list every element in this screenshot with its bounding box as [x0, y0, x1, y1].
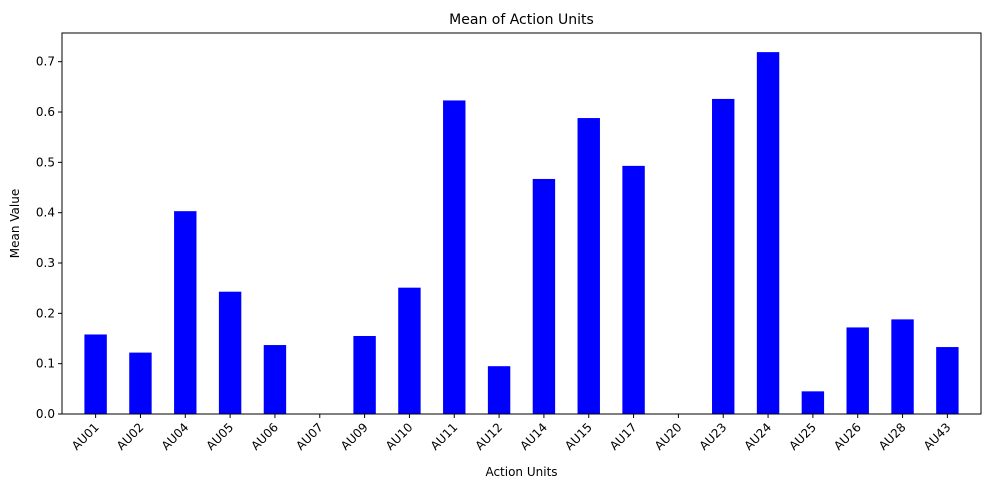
y-tick-label: 0.4 [36, 206, 55, 220]
x-tick-label: AU07 [293, 420, 326, 453]
bar-au26 [846, 327, 869, 414]
y-axis: 0.0 0.1 0.2 0.3 0.4 0.5 0.6 0.7 [36, 55, 62, 421]
bar-au15 [577, 118, 600, 414]
x-tick-label: AU26 [831, 420, 864, 453]
plot-frame [61, 32, 982, 415]
x-tick-label: AU25 [786, 420, 819, 453]
x-tick-label: AU24 [741, 420, 774, 453]
y-tick-label: 0.0 [36, 407, 55, 421]
y-tick-label: 0.2 [36, 306, 55, 320]
bar-au01 [84, 334, 107, 414]
x-tick-label: AU06 [248, 420, 281, 453]
y-tick-label: 0.5 [36, 155, 55, 169]
x-tick-label: AU15 [562, 420, 595, 453]
bar-au05 [218, 291, 242, 414]
bar-au43 [936, 347, 959, 414]
x-tick-label: AU10 [383, 420, 416, 453]
x-tick-label: AU43 [921, 420, 954, 453]
bar-au12 [487, 366, 511, 414]
chart-title: Mean of Action Units [449, 12, 594, 28]
bar-au24 [756, 52, 780, 414]
y-tick-label: 0.7 [36, 55, 55, 69]
x-axis: AU01 AU02 AU04 AU05 AU06 AU07 AU09 AU10 AU11 AU12… [69, 414, 954, 453]
x-tick-label: AU14 [517, 420, 550, 453]
bar-au11 [443, 100, 466, 414]
y-tick-label: 0.3 [36, 256, 55, 270]
bar-au06 [263, 345, 287, 414]
x-axis-label: Action Units [485, 465, 557, 479]
x-tick-label: AU11 [428, 420, 461, 453]
y-tick-label: 0.1 [36, 357, 55, 371]
x-tick-label: AU05 [204, 420, 237, 453]
y-tick-label: 0.6 [36, 105, 55, 119]
bar-au10 [398, 287, 421, 414]
y-axis-label: Mean Value [8, 189, 22, 258]
x-tick-label: AU12 [472, 420, 505, 453]
x-tick-label: AU17 [607, 420, 640, 453]
x-tick-label: AU23 [697, 420, 730, 453]
x-tick-label: AU04 [159, 420, 192, 453]
x-tick-label: AU20 [652, 420, 685, 453]
bar-au04 [174, 211, 197, 414]
x-tick-label: AU02 [114, 420, 147, 453]
bar-au17 [622, 165, 645, 414]
bar-au23 [712, 98, 735, 415]
bar-au02 [129, 352, 152, 414]
x-tick-label: AU28 [876, 420, 909, 453]
bars-group [84, 52, 959, 415]
bar-au09 [353, 335, 376, 414]
x-tick-label: AU09 [338, 420, 371, 453]
bar-au14 [532, 178, 556, 414]
bar-au25 [801, 391, 825, 414]
bar-au28 [891, 319, 914, 414]
x-tick-label: AU01 [69, 420, 102, 453]
